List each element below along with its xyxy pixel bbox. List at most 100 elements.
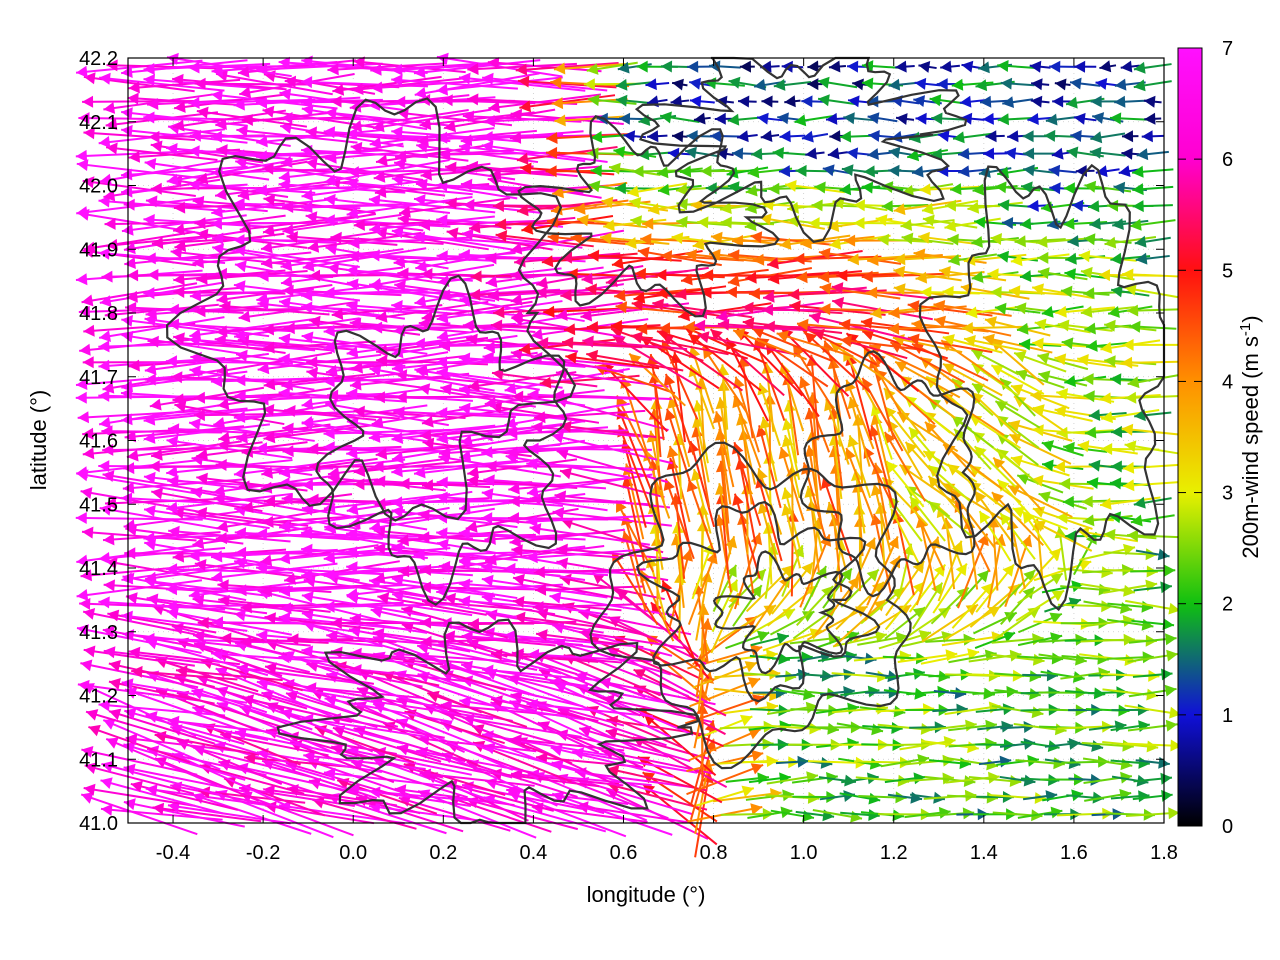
wind-arrow-head [176, 665, 188, 678]
wind-arrow [999, 774, 1036, 787]
wind-arrow [994, 688, 1041, 700]
wind-arrow-shaft [632, 736, 728, 788]
wind-arrow-shaft [536, 610, 644, 636]
wind-arrow-shaft [125, 736, 244, 753]
wind-arrow-head [83, 324, 95, 337]
wind-arrow-head [869, 757, 882, 770]
wind-arrow-shaft [167, 719, 292, 736]
wind-arrow [831, 670, 889, 683]
wind-arrow [102, 718, 221, 771]
wind-arrow-head [938, 607, 951, 619]
wind-arrow-head [77, 411, 89, 424]
wind-arrow [152, 802, 262, 823]
wind-arrow-shaft [280, 710, 404, 745]
wind-arrow-head [895, 632, 908, 644]
wind-arrow [692, 661, 758, 689]
wind-arrow [108, 708, 215, 745]
wind-arrow-shaft [81, 748, 198, 776]
wind-arrow [155, 656, 259, 693]
wind-arrow-head [79, 597, 91, 610]
wind-arrow-head [1009, 649, 1022, 662]
wind-arrow-head [83, 783, 96, 796]
wind-arrow-head [121, 315, 133, 327]
wind-arrow-head [741, 785, 754, 798]
wind-arrow-head [768, 667, 781, 680]
wind-arrow-head [506, 785, 518, 798]
wind-arrow [1123, 739, 1182, 752]
wind-arrow-head [1004, 612, 1017, 623]
wind-arrow [103, 646, 220, 666]
wind-arrow-shaft [527, 653, 652, 663]
wind-arrow-head [323, 767, 336, 780]
wind-arrow [460, 660, 584, 687]
wind-arrow-shaft [578, 631, 691, 650]
wind-arrow-head [954, 687, 967, 700]
wind-arrow-shaft [220, 733, 329, 757]
wind-arrow-head [763, 605, 776, 617]
wind-arrow [108, 660, 215, 688]
wind-arrow-shaft [145, 787, 269, 807]
wind-arrow [688, 728, 761, 762]
wind-arrow-head [99, 330, 111, 342]
wind-arrow-head [1051, 652, 1064, 665]
wind-arrow-shaft [503, 634, 631, 647]
wind-arrow [832, 631, 888, 648]
wind-arrow-head [98, 389, 110, 402]
wind-arrow-shaft [312, 798, 417, 830]
wind-arrow-head [482, 664, 494, 677]
wind-arrow [76, 624, 202, 654]
wind-arrow-head [661, 580, 673, 593]
wind-arrow-head [1161, 668, 1173, 681]
wind-arrow-head [1164, 564, 1176, 577]
wind-arrow-shaft [105, 737, 218, 787]
wind-arrow-head [801, 611, 815, 622]
wind-arrow [513, 611, 621, 631]
wind-arrow-shaft [146, 747, 267, 777]
wind-arrow-head [1161, 789, 1173, 802]
wind-arrow-shaft [554, 682, 671, 738]
wind-arrow-shaft [439, 665, 560, 686]
wind-arrow-shaft [88, 725, 191, 764]
wind-arrow-head [1160, 581, 1172, 594]
wind-arrow [88, 724, 191, 764]
wind-arrow-head [256, 629, 268, 642]
wind-arrow [1128, 633, 1177, 646]
wind-arrow [419, 768, 535, 787]
wind-arrow-head [744, 661, 757, 673]
wind-arrow-head [143, 632, 155, 645]
wind-arrow-head [1029, 670, 1041, 683]
wind-arrow-shaft [527, 447, 652, 451]
wind-arrow [84, 762, 195, 795]
wind-arrow-shaft [170, 784, 289, 810]
wind-arrow-shaft [356, 687, 463, 733]
wind-arrow-shaft [102, 628, 221, 653]
wind-arrow-head [1146, 740, 1159, 753]
wind-arrow-head [123, 741, 136, 754]
wind-arrow-shaft [218, 760, 331, 799]
wind-arrow-head [76, 589, 89, 601]
wind-arrow-head [98, 699, 110, 712]
wind-arrow-head [756, 630, 770, 642]
wind-arrow-head [326, 630, 338, 643]
wind-arrow [350, 664, 470, 683]
wind-arrow-shaft [833, 598, 887, 648]
wind-arrow [923, 789, 977, 802]
wind-arrow-head [1165, 719, 1178, 732]
wind-arrow-head [461, 660, 473, 673]
wind-arrow-shaft [145, 713, 269, 741]
wind-arrow [105, 737, 218, 787]
wind-arrow-shaft [443, 710, 556, 744]
wind-arrow [877, 723, 933, 735]
wind-arrow-head [1097, 652, 1109, 665]
wind-arrow-head [1166, 649, 1178, 662]
wind-arrow-shaft [509, 699, 626, 755]
wind-arrow [83, 783, 196, 807]
wind-arrow-head [88, 724, 101, 737]
wind-arrow-head [130, 780, 143, 793]
wind-arrow-head [369, 801, 381, 814]
wind-arrow-head [513, 611, 526, 624]
wind-arrow [243, 752, 350, 768]
wind-arrow-head [491, 648, 503, 661]
wind-arrow [81, 746, 198, 776]
wind-arrow-head [748, 728, 761, 740]
